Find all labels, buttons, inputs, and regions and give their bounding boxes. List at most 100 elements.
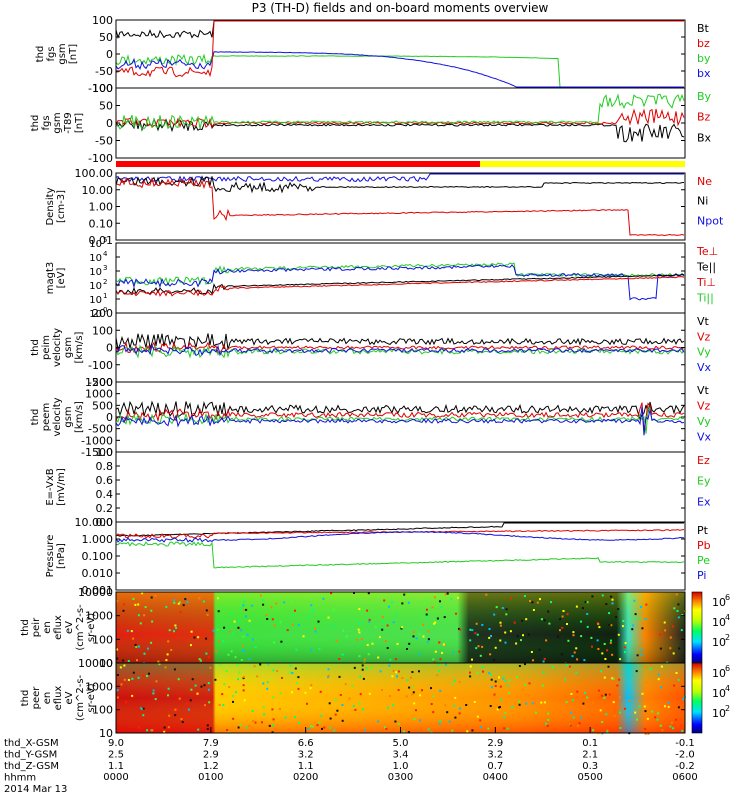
spectrogram-pixel bbox=[597, 689, 600, 692]
spectrogram-pixel bbox=[667, 705, 670, 708]
spectrogram-pixel bbox=[619, 711, 621, 714]
spectrogram-pixel bbox=[508, 679, 511, 682]
spectrogram-pixel bbox=[667, 701, 670, 704]
y-tick-label: 10 bbox=[99, 727, 113, 740]
spectrogram-pixel bbox=[327, 668, 330, 671]
spectrogram-pixel bbox=[582, 702, 585, 705]
spectrogram-pixel bbox=[292, 613, 295, 616]
spectrogram-pixel bbox=[415, 637, 418, 640]
spectrogram-pixel bbox=[243, 608, 246, 611]
spectrogram-pixel bbox=[175, 627, 178, 629]
spectrogram-pixel bbox=[339, 694, 342, 696]
spectrogram-pixel bbox=[489, 653, 492, 656]
spectrogram-pixel bbox=[171, 714, 174, 716]
spectrogram-pixel bbox=[488, 672, 491, 675]
spectrogram-pixel bbox=[388, 605, 390, 608]
spectrogram-pixel bbox=[617, 633, 620, 636]
legend-entry: Vx bbox=[697, 431, 712, 444]
spectrogram-pixel bbox=[476, 715, 479, 718]
spectrogram-pixel bbox=[672, 727, 675, 730]
spectrogram-pixel bbox=[418, 653, 421, 656]
spectrogram-pixel bbox=[358, 655, 361, 658]
spectrogram-pixel bbox=[432, 695, 435, 698]
spectrogram-pixel bbox=[381, 616, 384, 619]
y-tick-label: 10 bbox=[89, 309, 102, 320]
y-tick-label: 100 bbox=[92, 633, 113, 646]
spectrogram-pixel bbox=[601, 721, 604, 723]
spectrogram-pixel bbox=[571, 699, 574, 702]
spectrogram-pixel bbox=[381, 689, 384, 691]
spectrogram-pixel bbox=[592, 729, 595, 732]
spectrogram-pixel bbox=[237, 626, 240, 629]
spectrogram-pixel bbox=[621, 625, 624, 628]
spectrogram-pixel bbox=[206, 728, 209, 730]
y-axis-label: gsm bbox=[57, 43, 68, 64]
spectrogram-pixel bbox=[559, 629, 561, 632]
y-tick-label: -50 bbox=[95, 135, 113, 148]
x-row-value: -2.0 bbox=[675, 750, 695, 761]
spectrogram-pixel bbox=[254, 721, 257, 724]
spectrogram-pixel bbox=[657, 712, 660, 715]
spectrogram-pixel bbox=[392, 669, 395, 672]
spectrogram-pixel bbox=[600, 694, 603, 697]
spectrogram-pixel bbox=[341, 719, 344, 722]
spectrogram-pixel bbox=[382, 620, 385, 623]
trace-red bbox=[115, 276, 685, 297]
spectrogram-pixel bbox=[504, 641, 507, 644]
spectrogram-pixel bbox=[434, 621, 437, 624]
spectrogram-pixel bbox=[166, 653, 169, 656]
spectrogram-pixel bbox=[615, 682, 618, 685]
spectrogram-pixel bbox=[642, 700, 645, 703]
spectrogram-pixel bbox=[459, 628, 462, 631]
spectrogram-pixel bbox=[206, 613, 209, 616]
spectrogram-pixel bbox=[427, 630, 430, 633]
y-axis-label: velocity bbox=[52, 328, 63, 367]
y-tick-label: 1000 bbox=[85, 388, 113, 401]
spectrogram-pixel bbox=[361, 668, 364, 671]
y-axis-label: -T89 bbox=[63, 112, 74, 134]
panel-density: Ne Ni Npot 100.00 10.00 1.00 0.10 0.01 Density [c… bbox=[45, 167, 724, 247]
spectrogram-pixel bbox=[681, 729, 684, 732]
spectrogram-pixel bbox=[580, 620, 582, 623]
spectrogram-pixel bbox=[601, 652, 604, 655]
spectrogram-pixel bbox=[371, 642, 374, 645]
spectrogram-pixel bbox=[506, 727, 509, 730]
spectrogram-pixel bbox=[127, 679, 130, 681]
x-row-value: 6.6 bbox=[298, 738, 314, 749]
spectrogram-pixel bbox=[262, 682, 265, 685]
spectrogram-pixel bbox=[572, 716, 575, 719]
spectrogram-pixel bbox=[424, 602, 427, 605]
spectrogram-pixel bbox=[638, 617, 641, 620]
spectrogram-pixel bbox=[645, 603, 648, 606]
y-tick-label: 100 bbox=[92, 324, 113, 337]
spectrogram-pixel bbox=[499, 639, 502, 642]
spectrogram-pixel bbox=[616, 684, 619, 687]
spectrogram-pixel bbox=[418, 670, 420, 673]
spectrogram-pixel bbox=[254, 646, 257, 649]
spectrogram-pixel bbox=[499, 624, 502, 627]
spectrogram-pixel bbox=[163, 726, 166, 729]
spectrogram-pixel bbox=[664, 705, 666, 708]
spectrogram-pixel bbox=[482, 670, 484, 673]
spectrogram-pixel bbox=[394, 658, 397, 661]
spectrogram-pixel bbox=[333, 729, 336, 732]
spectrogram-pixel bbox=[242, 676, 245, 678]
spectrogram-pixel bbox=[411, 693, 414, 696]
spectrogram-pixel bbox=[586, 625, 589, 628]
spectrogram-pixel bbox=[131, 677, 134, 680]
spectrogram-pixel bbox=[240, 603, 243, 606]
spectrogram-pixel bbox=[259, 594, 262, 597]
spectrogram-pixel bbox=[123, 664, 126, 667]
spectrogram-pixel bbox=[243, 699, 246, 702]
spectrogram-pixel bbox=[488, 628, 491, 630]
spectrogram-pixel bbox=[123, 678, 126, 681]
spectrogram-pixel bbox=[240, 629, 243, 632]
spectrogram-pixel bbox=[580, 635, 583, 638]
spectrogram-pixel bbox=[477, 645, 480, 648]
spectrogram-pixel bbox=[446, 592, 449, 595]
spectrogram-pixel bbox=[374, 625, 377, 628]
spectrogram-pixel bbox=[191, 678, 194, 681]
spectrogram-pixel bbox=[272, 669, 275, 672]
spectrogram-pixel bbox=[575, 671, 578, 674]
